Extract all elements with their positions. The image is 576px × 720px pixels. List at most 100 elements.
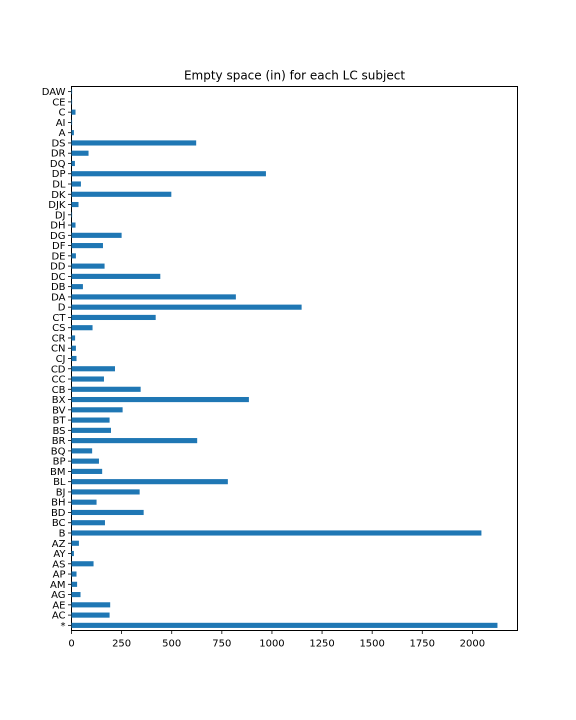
y-tick-label: A bbox=[59, 128, 66, 139]
y-tick-label: BR bbox=[52, 436, 66, 447]
bar-dp bbox=[71, 171, 266, 177]
y-tick-label: BX bbox=[52, 395, 66, 406]
bar-ct bbox=[71, 314, 156, 321]
bar-db bbox=[71, 284, 83, 290]
bars bbox=[71, 89, 498, 628]
y-tick-label: AC bbox=[52, 611, 66, 622]
x-tick-label: 750 bbox=[212, 639, 231, 650]
y-tick-label: AM bbox=[50, 580, 65, 591]
bar-dh bbox=[71, 222, 76, 228]
y-tick-label: BM bbox=[50, 467, 66, 478]
y-tick-label: B bbox=[59, 528, 66, 539]
bar-cc bbox=[71, 376, 104, 382]
bar-dq bbox=[71, 160, 75, 167]
bar-bv bbox=[71, 407, 123, 413]
x-axis: 0 250 500 750 1000 1250 1500 1750 2000 bbox=[68, 630, 485, 650]
y-tick-label: AI bbox=[56, 118, 66, 129]
bar-bs bbox=[71, 427, 111, 433]
y-tick-label: CR bbox=[52, 333, 66, 344]
y-tick-label: AE bbox=[52, 600, 65, 611]
bar-ds bbox=[71, 140, 197, 146]
y-tick-label: CT bbox=[52, 313, 66, 324]
bar-dd bbox=[71, 263, 105, 269]
bar-bh bbox=[71, 499, 97, 505]
y-axis: *ACAEAGAMAPASAYAZBBCBDBHBJBLBMBPBQBRBSBT… bbox=[42, 87, 72, 632]
bar-ay bbox=[71, 550, 74, 557]
bar-cs bbox=[71, 325, 93, 331]
bar-cj bbox=[71, 355, 77, 362]
y-tick-label: DD bbox=[50, 262, 66, 273]
x-tick-label: 500 bbox=[162, 639, 181, 650]
bar-dg bbox=[71, 232, 122, 238]
bar-cb bbox=[71, 386, 141, 392]
y-tick-label: AS bbox=[52, 559, 65, 570]
y-tick-label: DA bbox=[51, 292, 66, 303]
bar-cr bbox=[71, 335, 76, 341]
bar-ag bbox=[71, 592, 81, 598]
bar-bj bbox=[71, 489, 140, 495]
y-tick-label: BJ bbox=[56, 487, 66, 498]
bar-bc bbox=[71, 520, 105, 526]
y-tick-label: DF bbox=[52, 241, 66, 252]
bar-ap bbox=[71, 571, 77, 577]
bar-bd bbox=[71, 509, 144, 516]
bar-dj bbox=[71, 212, 73, 218]
bar-ce bbox=[71, 99, 73, 105]
y-tick-label: BP bbox=[53, 457, 66, 468]
x-tick-label: 0 bbox=[68, 639, 74, 650]
bar-b bbox=[71, 530, 482, 536]
bar-dr bbox=[71, 150, 89, 156]
y-tick-label: DP bbox=[52, 169, 66, 180]
y-tick-label: AP bbox=[53, 570, 66, 581]
y-tick-label: BL bbox=[53, 477, 66, 488]
bar-bt bbox=[71, 417, 110, 423]
bar-ai bbox=[71, 119, 73, 125]
y-tick-label: DL bbox=[52, 180, 66, 191]
bar-az bbox=[71, 540, 79, 546]
y-tick-label: AY bbox=[53, 549, 66, 560]
bar-cn bbox=[71, 345, 76, 351]
y-tick-label: DG bbox=[50, 231, 65, 242]
y-tick-label: BT bbox=[53, 416, 67, 427]
y-tick-label: BC bbox=[52, 518, 66, 529]
y-tick-label: BD bbox=[51, 508, 66, 519]
x-tick-label: 1000 bbox=[259, 639, 284, 650]
y-tick-label: CD bbox=[51, 364, 66, 375]
bar-djk bbox=[71, 201, 79, 208]
bar-dk bbox=[71, 191, 172, 197]
bar-bl bbox=[71, 479, 228, 485]
y-tick-label: DAW bbox=[42, 87, 66, 98]
y-tick-label: BS bbox=[52, 426, 65, 437]
bar-de bbox=[71, 253, 76, 259]
bar-bm bbox=[71, 468, 103, 474]
y-tick-label: DB bbox=[51, 282, 66, 293]
bar-am bbox=[71, 581, 78, 587]
bar-bx bbox=[71, 396, 249, 403]
bar-bp bbox=[71, 458, 99, 464]
y-tick-label: DQ bbox=[50, 159, 66, 170]
y-tick-label: DH bbox=[50, 221, 65, 232]
y-tick-label: CB bbox=[52, 385, 66, 396]
chart-title: Empty space (in) for each LC subject bbox=[184, 69, 405, 83]
x-tick-label: 1750 bbox=[410, 639, 435, 650]
x-tick-label: 1250 bbox=[309, 639, 334, 650]
plot-area bbox=[71, 86, 518, 631]
y-tick-label: BQ bbox=[51, 446, 66, 457]
y-tick-label: CS bbox=[52, 323, 65, 334]
y-tick-label: DC bbox=[51, 272, 66, 283]
x-tick-label: 1500 bbox=[359, 639, 384, 650]
y-tick-label: BH bbox=[51, 498, 65, 509]
bar-da bbox=[71, 294, 236, 300]
bar-br bbox=[71, 438, 198, 444]
y-tick-label: CJ bbox=[56, 354, 66, 365]
y-tick-label: BV bbox=[52, 405, 66, 416]
bar-dc bbox=[71, 273, 161, 279]
bar-cd bbox=[71, 366, 115, 372]
bar-star bbox=[71, 622, 498, 628]
y-tick-label: DS bbox=[51, 138, 65, 149]
y-tick-label: DJK bbox=[48, 200, 66, 211]
bar-a bbox=[71, 130, 74, 136]
x-tick-label: 2000 bbox=[460, 639, 485, 650]
y-tick-label: DJ bbox=[55, 210, 66, 221]
y-tick-label: AZ bbox=[52, 539, 66, 550]
